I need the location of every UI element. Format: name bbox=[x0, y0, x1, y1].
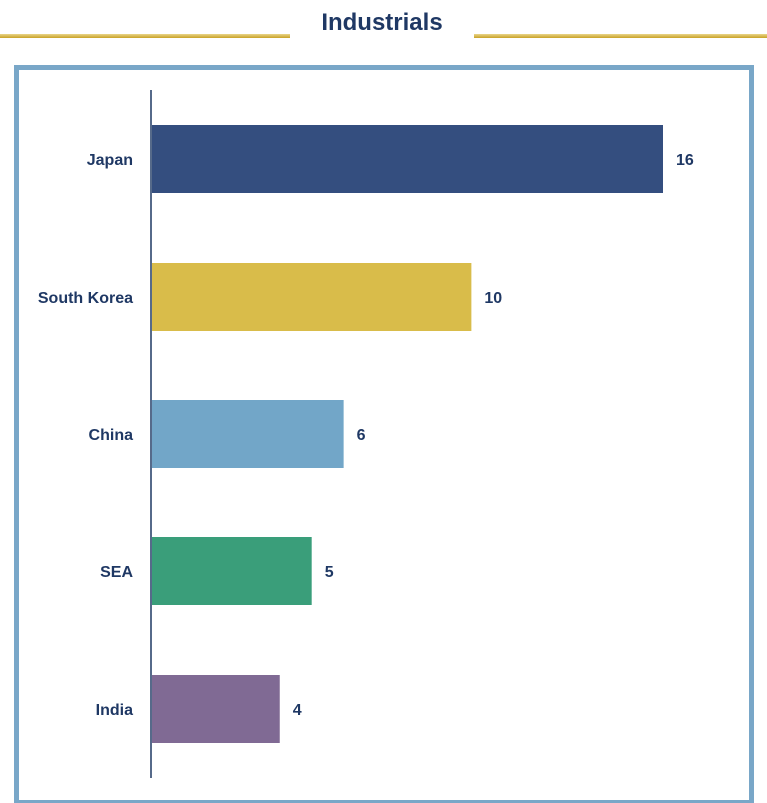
chart-title: Industrials bbox=[321, 9, 443, 36]
data-label: 6 bbox=[357, 427, 366, 444]
category-label: Japan bbox=[87, 152, 133, 169]
bar-sea bbox=[152, 537, 312, 605]
data-label: 5 bbox=[325, 564, 334, 581]
category-label: China bbox=[89, 427, 134, 444]
bar-south-korea bbox=[152, 263, 472, 331]
title-rule-right bbox=[474, 34, 767, 38]
bar-india bbox=[152, 675, 280, 743]
category-label: South Korea bbox=[38, 290, 133, 307]
category-label: India bbox=[96, 702, 133, 719]
title-rule-left bbox=[0, 34, 290, 38]
data-label: 16 bbox=[676, 152, 694, 169]
bar-japan bbox=[152, 125, 663, 193]
data-label: 10 bbox=[484, 290, 502, 307]
data-label: 4 bbox=[293, 702, 302, 719]
bar-china bbox=[152, 400, 344, 468]
category-label: SEA bbox=[100, 564, 133, 581]
